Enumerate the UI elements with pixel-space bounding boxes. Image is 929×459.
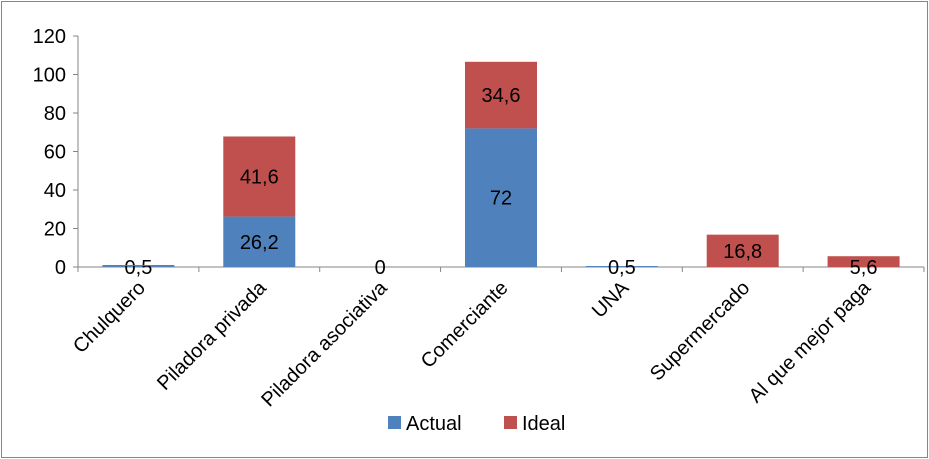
bar-ideal <box>223 136 296 217</box>
data-label-actual: 0,5 <box>608 257 636 279</box>
x-category-label: Supermercado <box>646 277 754 385</box>
bar-actual <box>102 266 175 267</box>
legend-label-ideal: Ideal <box>522 413 565 435</box>
data-label-actual: 0 <box>375 257 386 279</box>
y-tick-label: 40 <box>44 180 66 202</box>
data-label-ideal: 34,6 <box>482 85 521 107</box>
data-label-actual: 72 <box>490 188 512 210</box>
bar-actual <box>585 266 658 267</box>
x-category-label: Piladora privada <box>153 276 271 394</box>
x-category-label: Chulquero <box>69 277 150 358</box>
y-tick-label: 80 <box>44 103 66 125</box>
x-category-label: Comerciante <box>417 277 513 373</box>
bar-actual <box>465 128 537 267</box>
data-label-ideal: 5,6 <box>850 257 878 279</box>
y-tick-label: 60 <box>44 142 66 164</box>
y-tick-label: 20 <box>44 219 66 241</box>
data-label-ideal: 41,6 <box>240 167 279 189</box>
x-category-label: Piladora asociativa <box>257 276 392 411</box>
bar-ideal <box>827 256 900 267</box>
legend-swatch-actual <box>388 416 401 429</box>
bar-actual <box>223 216 296 267</box>
bar-ideal <box>102 265 175 267</box>
y-tick-label: 100 <box>33 65 66 87</box>
bar-ideal <box>465 61 537 129</box>
data-label-ideal: 16,8 <box>723 241 762 263</box>
legend-label-actual: Actual <box>406 413 462 435</box>
x-category-label: Al que mejor paga <box>745 276 876 407</box>
data-label-actual: 0,5 <box>125 257 153 279</box>
legend-swatch-ideal <box>504 416 517 429</box>
x-category-label: UNA <box>588 277 634 323</box>
y-tick-label: 0 <box>55 257 66 279</box>
bar-ideal <box>706 234 779 267</box>
y-tick-label: 120 <box>33 26 66 48</box>
data-label-actual: 26,2 <box>240 232 279 254</box>
